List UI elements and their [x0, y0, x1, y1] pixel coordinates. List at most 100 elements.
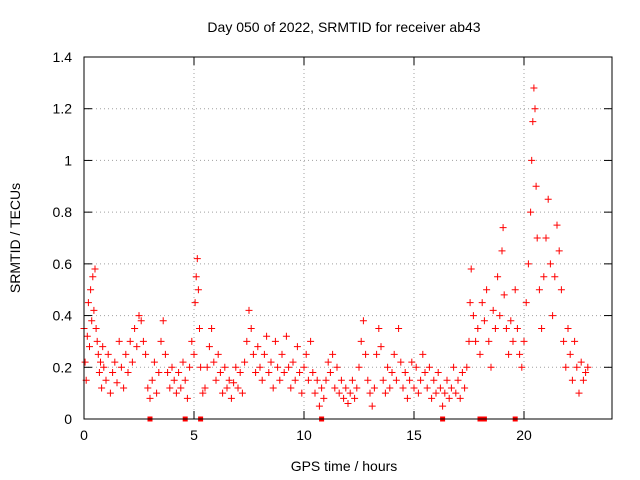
y-tick-label: 1.2 — [53, 101, 73, 117]
data-point — [223, 384, 231, 392]
data-point — [447, 384, 455, 392]
data-point — [443, 376, 451, 384]
data-point — [502, 325, 510, 332]
data-point — [183, 394, 191, 402]
data-point — [584, 363, 592, 371]
data-point — [421, 368, 429, 376]
x-tick-label: 5 — [190, 427, 198, 443]
data-point — [122, 350, 130, 358]
data-point — [208, 325, 216, 332]
data-point — [520, 337, 528, 345]
grid-lines — [84, 57, 612, 419]
data-point — [326, 368, 334, 376]
data-points — [80, 84, 592, 410]
data-point — [86, 343, 93, 351]
data-point — [269, 384, 277, 392]
data-point — [181, 376, 189, 384]
data-point — [412, 363, 420, 371]
data-point — [516, 350, 524, 358]
y-axis-label: SRMTID / TECUs — [7, 183, 23, 293]
data-point — [551, 273, 559, 281]
data-point — [466, 299, 474, 307]
y-tick-label: 0 — [64, 411, 72, 427]
data-point — [366, 389, 374, 397]
data-point — [333, 363, 341, 371]
data-point — [496, 312, 504, 320]
data-point — [97, 358, 104, 366]
data-point — [579, 376, 587, 384]
data-point — [532, 182, 540, 190]
data-point — [263, 332, 271, 340]
data-point — [410, 384, 418, 392]
data-point — [355, 363, 363, 371]
data-point — [307, 337, 315, 345]
x-tick-label: 15 — [406, 427, 422, 443]
data-point — [499, 224, 507, 232]
data-point — [128, 358, 136, 366]
y-tick-label: 0.8 — [53, 204, 73, 220]
data-point — [245, 306, 253, 314]
data-point — [373, 350, 381, 358]
data-point — [247, 325, 255, 332]
data-point — [227, 394, 235, 402]
data-point — [505, 350, 513, 358]
data-point — [190, 350, 198, 358]
data-point — [386, 384, 394, 392]
data-point — [84, 299, 92, 307]
data-point — [329, 350, 337, 358]
data-point — [168, 363, 176, 371]
data-point — [428, 394, 436, 402]
data-point — [238, 389, 246, 397]
data-point — [282, 332, 290, 340]
data-point — [337, 376, 345, 384]
data-point — [155, 368, 163, 376]
data-point — [461, 384, 469, 392]
data-point — [83, 332, 91, 340]
data-point — [89, 273, 97, 281]
data-point — [342, 384, 350, 392]
data-point — [126, 337, 134, 345]
data-point — [100, 363, 108, 371]
data-point — [522, 299, 530, 307]
data-point — [293, 343, 301, 351]
chart-title: Day 050 of 2022, SRMTID for receiver ab4… — [207, 19, 480, 35]
data-point — [432, 389, 440, 397]
data-point — [164, 368, 172, 376]
data-point — [324, 358, 332, 366]
data-point — [509, 337, 517, 345]
plot-border — [83, 56, 613, 420]
data-point — [142, 350, 150, 358]
data-point — [139, 337, 147, 345]
data-point — [529, 118, 537, 126]
data-point — [102, 376, 110, 384]
data-point — [280, 368, 288, 376]
data-point — [133, 343, 141, 351]
data-point — [296, 368, 304, 376]
data-point — [210, 358, 218, 366]
data-point — [346, 389, 354, 397]
data-point — [278, 350, 286, 358]
data-point — [469, 312, 477, 320]
data-point — [430, 376, 438, 384]
data-point — [157, 337, 165, 345]
data-point — [494, 273, 502, 281]
data-point — [232, 363, 240, 371]
data-point — [153, 389, 161, 397]
data-point — [463, 363, 471, 371]
data-point — [179, 358, 187, 366]
data-point — [276, 376, 284, 384]
data-point — [507, 317, 515, 325]
data-point — [335, 389, 343, 397]
data-point — [511, 286, 519, 294]
data-point — [557, 286, 565, 294]
data-point — [216, 368, 224, 376]
data-point — [186, 363, 194, 371]
data-point — [362, 350, 370, 358]
data-point — [236, 368, 244, 376]
data-point — [483, 286, 491, 294]
y-tick-labels: 0 0.2 0.4 0.6 0.8 1 1.2 1.4 — [53, 49, 73, 427]
data-point — [441, 389, 449, 397]
data-point — [518, 363, 526, 371]
data-point — [225, 376, 233, 384]
